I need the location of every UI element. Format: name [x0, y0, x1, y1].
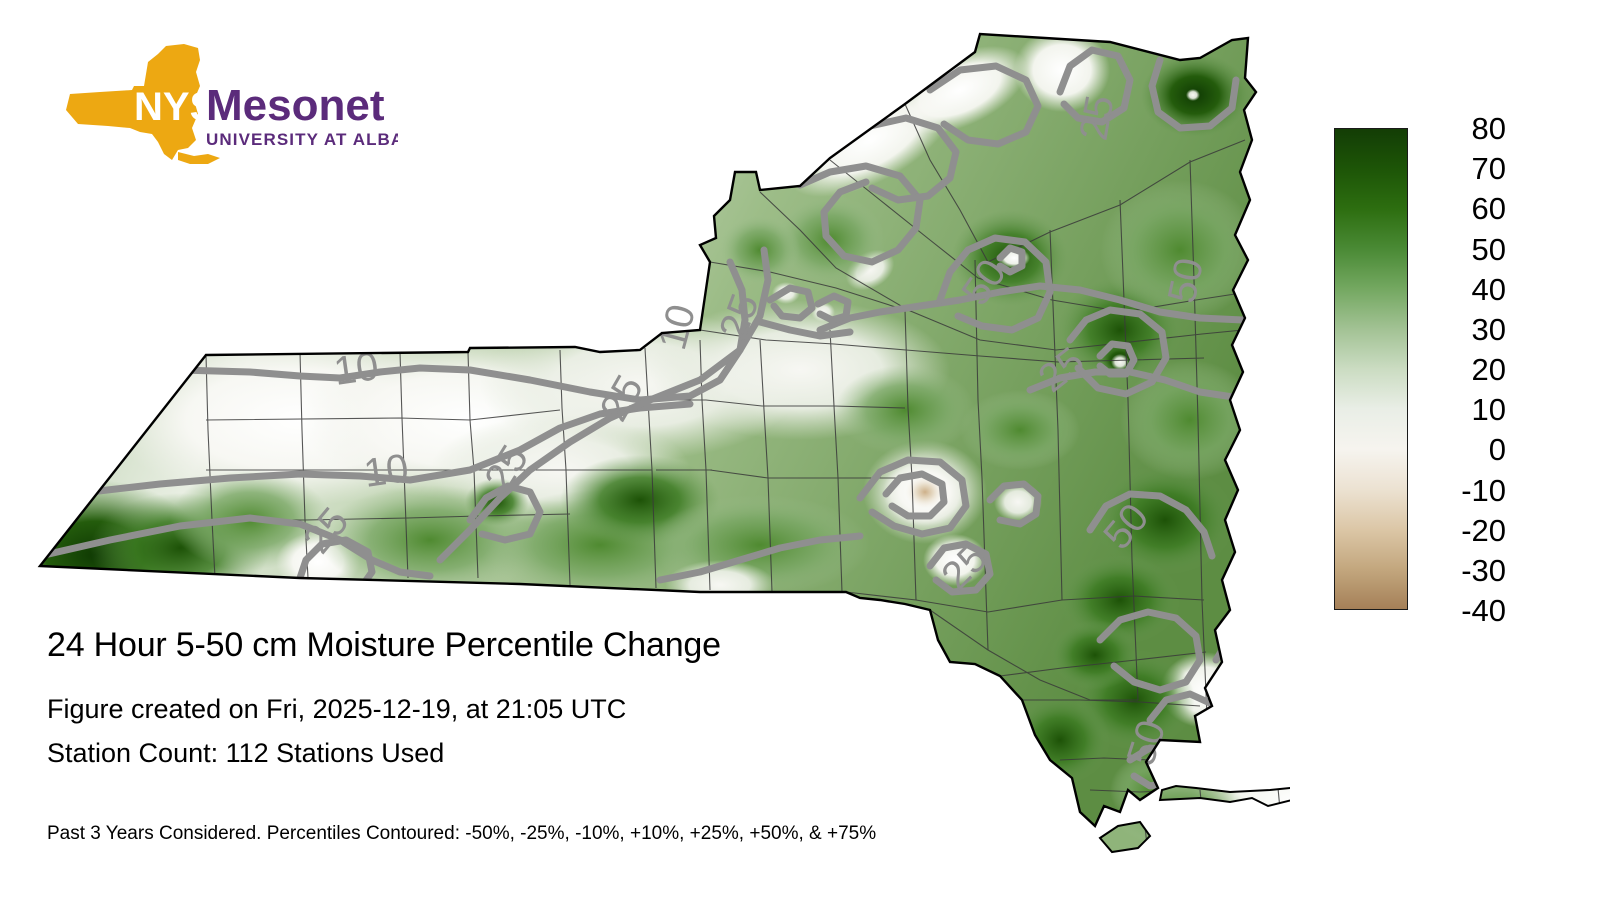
colorbar-gradient [1334, 128, 1408, 610]
colorbar-tick-50: 50 [1471, 231, 1506, 267]
svg-text:50: 50 [1160, 254, 1212, 307]
colorbar-tick-neg30: -30 [1461, 552, 1506, 588]
long-island-outline [1158, 784, 1290, 808]
colorbar-tick-neg10: -10 [1461, 472, 1506, 508]
colorbar-tick-60: 60 [1471, 191, 1506, 227]
state-outline [37, 32, 1258, 829]
staten-island-outline [1098, 820, 1152, 854]
colorbar-tick-labels: 80 70 60 50 40 30 20 10 0 -10 -20 -30 -40 [1414, 113, 1564, 626]
figure-footnote: Past 3 Years Considered. Percentiles Con… [47, 823, 877, 844]
station-count-text: Station Count: 112 Stations Used [47, 738, 445, 768]
nys-mesonet-logo: NYS Mesonet UNIVERSITY AT ALBANY [48, 42, 398, 177]
logo-university-text: UNIVERSITY AT ALBANY [206, 130, 398, 149]
colorbar-tick-neg40: -40 [1461, 593, 1506, 628]
logo-nys-text: NYS [134, 85, 216, 129]
colorbar-tick-0: 0 [1488, 432, 1506, 468]
logo-mesonet-text: Mesonet [206, 81, 385, 130]
figure-created-timestamp: Figure created on Fri, 2025-12-19, at 21… [47, 694, 627, 724]
caption-block: 24 Hour 5-50 cm Moisture Percentile Chan… [47, 624, 1247, 770]
colorbar-tick-20: 20 [1471, 352, 1506, 387]
colorbar-tick-80: 80 [1471, 111, 1506, 146]
colorbar-tick-70: 70 [1471, 151, 1506, 187]
ny-state-map: 10 10 10 25 25 25 25 25 25 25 50 50 50 5… [37, 32, 1290, 854]
svg-text:10: 10 [331, 344, 381, 394]
long-island-contours [1186, 800, 1290, 844]
ny-state-mark [66, 44, 200, 160]
colorbar-tick-30: 30 [1471, 311, 1506, 347]
long-island-mark [178, 152, 220, 164]
colorbar-tick-10: 10 [1471, 392, 1506, 428]
map-panel: 10 10 10 25 25 25 25 25 25 25 50 50 50 5… [37, 32, 1290, 854]
figure-title: 24 Hour 5-50 cm Moisture Percentile Chan… [47, 626, 721, 664]
svg-text:25: 25 [1072, 92, 1123, 143]
colorbar-tick-40: 40 [1471, 271, 1506, 307]
svg-text:10: 10 [361, 446, 411, 496]
colorbar: 80 70 60 50 40 30 20 10 0 -10 -20 -30 -40 [1334, 113, 1574, 626]
colorbar-tick-neg20: -20 [1461, 512, 1506, 548]
